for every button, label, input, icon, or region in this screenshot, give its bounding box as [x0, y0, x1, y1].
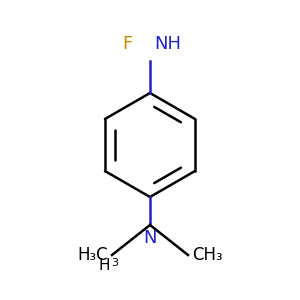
- Text: CH₃: CH₃: [192, 246, 223, 264]
- Text: H: H: [98, 258, 110, 273]
- Text: NH: NH: [154, 35, 181, 53]
- Text: F: F: [122, 35, 132, 53]
- Text: N: N: [143, 229, 157, 247]
- Text: H₃C: H₃C: [77, 246, 108, 264]
- Text: 3: 3: [111, 258, 118, 268]
